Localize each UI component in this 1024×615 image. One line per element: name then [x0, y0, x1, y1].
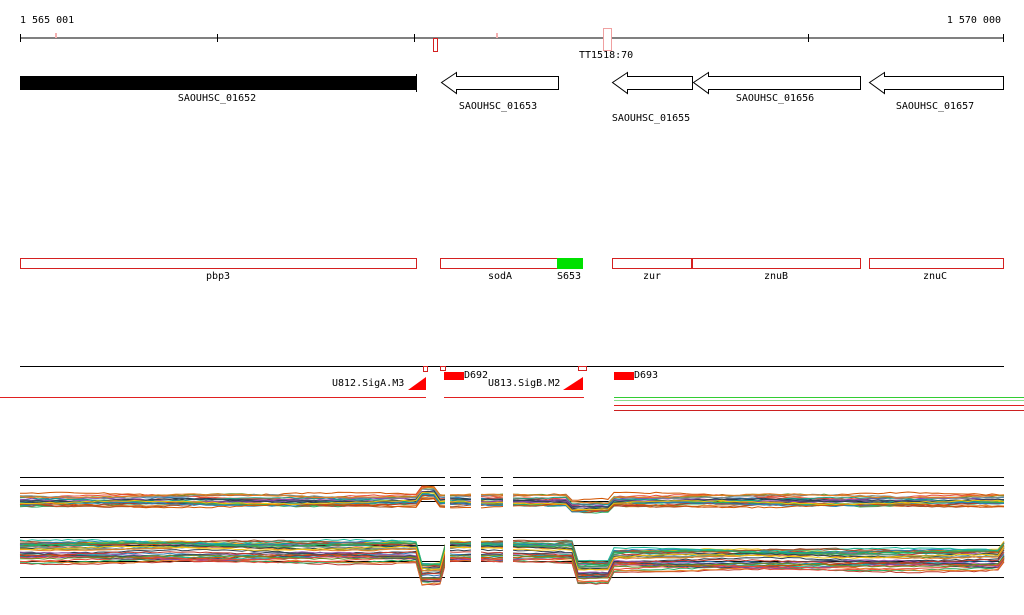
- terminator-mark[interactable]: [433, 38, 438, 52]
- gene-label: pbp3: [206, 271, 230, 282]
- terminator-box[interactable]: [603, 28, 612, 51]
- feature-tick[interactable]: [440, 366, 446, 371]
- terminator-label: TT1518:70: [579, 50, 633, 61]
- gene-label: znuC: [923, 271, 947, 282]
- srna-label: S653: [557, 271, 581, 282]
- gene-track: pbp3 sodA S653 zur znuB znuC: [20, 258, 1004, 282]
- gene-label: sodA: [488, 271, 512, 282]
- feature-label: D692: [464, 370, 488, 381]
- gene-box[interactable]: [869, 258, 1004, 269]
- orf-arrow[interactable]: [611, 71, 693, 95]
- orf-label: SAOUHSC_01656: [736, 93, 814, 104]
- ruler-marker[interactable]: [55, 33, 57, 38]
- feature-label: D693: [634, 370, 658, 381]
- ruler-track: 1 565 001 1 570 000 TT1518:70: [20, 15, 1004, 61]
- feature-box[interactable]: [444, 372, 464, 380]
- gene-box[interactable]: [612, 258, 692, 269]
- orf-label: SAOUHSC_01652: [178, 93, 256, 104]
- orf-label: SAOUHSC_01653: [459, 101, 537, 112]
- orf-label: SAOUHSC_01655: [612, 113, 690, 124]
- orf-bar-selected[interactable]: [20, 76, 417, 90]
- ruler-end-label: 1 570 000: [947, 15, 1001, 26]
- gene-box[interactable]: [20, 258, 417, 269]
- ruler-marker[interactable]: [496, 33, 498, 38]
- promoter-triangle[interactable]: [408, 377, 426, 390]
- orf-arrow[interactable]: [868, 71, 1004, 95]
- promoter-label: U812.SigA.M3: [332, 378, 404, 389]
- orf-arrow[interactable]: [692, 71, 861, 95]
- gene-box[interactable]: [692, 258, 861, 269]
- gene-label: zur: [643, 271, 661, 282]
- orf-track: SAOUHSC_01652 SAOUHSC_01653 SAOUHSC_0165…: [20, 71, 1004, 124]
- promoter-label: U813.SigB.M2: [488, 378, 560, 389]
- expression-tracks: [19, 470, 1005, 586]
- gene-label: znuB: [764, 271, 788, 282]
- orf-arrow[interactable]: [440, 71, 559, 95]
- orf-label: SAOUHSC_01657: [896, 101, 974, 112]
- ruler-start-label: 1 565 001: [20, 15, 74, 26]
- feature-tick[interactable]: [423, 366, 428, 372]
- srna-box[interactable]: [557, 258, 583, 269]
- feature-box[interactable]: [614, 372, 634, 380]
- feature-tick[interactable]: [578, 366, 587, 371]
- promoter-triangle[interactable]: [563, 377, 583, 390]
- expression-gaps: [445, 470, 513, 585]
- feature-track: U812.SigA.M3 D692 U813.SigB.M2 D693: [0, 366, 1024, 411]
